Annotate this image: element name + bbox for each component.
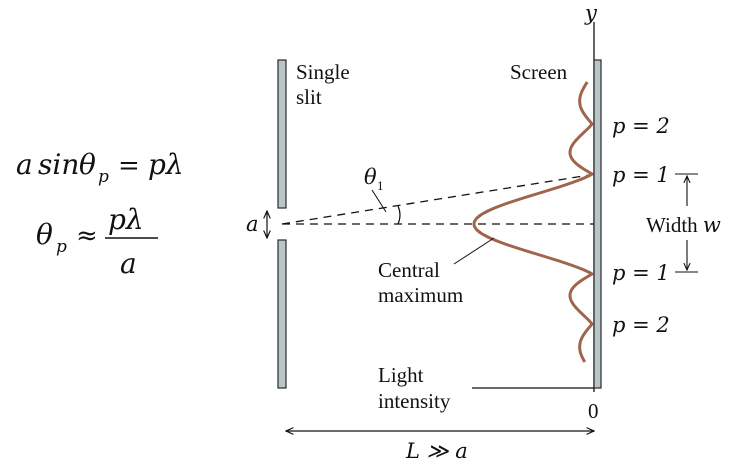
width-label: Width w [646, 213, 721, 237]
intensity-curve [472, 81, 594, 363]
eq1-equals: = [118, 151, 140, 181]
single-slit-label-line2: slit [296, 85, 322, 109]
eq1-sin: sin [38, 148, 79, 181]
width-indicator [675, 173, 698, 273]
eq1-a: a [16, 148, 33, 181]
central-max-label-line1: Central [378, 258, 440, 282]
light-intensity-label-line2: intensity [378, 389, 451, 413]
first-minimum-ray [281, 173, 597, 225]
eq1-sub-p: p [98, 167, 109, 187]
viewing-screen [593, 59, 602, 389]
single-slit-label-line1: Single [296, 60, 350, 84]
y-axis-label: y [584, 1, 598, 25]
equation-small-angle: θ p ≈ pλ a [36, 203, 158, 280]
slit-width-label: a [246, 212, 259, 236]
theta-label: θ [364, 165, 377, 189]
width-label-var: w [703, 213, 721, 237]
eq2-theta: θ [36, 218, 53, 251]
theta-leader-line [371, 189, 387, 213]
order-label-p1-bottom: p = 1 [612, 261, 670, 285]
eq2-sub-p: p [56, 237, 67, 257]
order-label-p2-bottom: p = 2 [612, 313, 670, 337]
eq2-denominator: a [120, 247, 137, 280]
central-max-leader [453, 237, 495, 265]
eq1-rhs: pλ [148, 148, 184, 181]
eq2-approx: ≈ [76, 221, 98, 251]
screen-label: Screen [510, 60, 568, 84]
slit-lower-plate [277, 239, 287, 389]
order-label-p2-top: p = 2 [612, 114, 670, 138]
distance-label: L ≫ a [405, 439, 468, 463]
theta-subscript: 1 [377, 178, 384, 193]
slit-upper-plate [277, 59, 287, 209]
width-label-prefix: Width [646, 213, 703, 237]
eq1-theta: θ [79, 148, 96, 181]
equation-single-slit-condition: a sin θ p = pλ [16, 148, 184, 187]
eq2-numerator: pλ [108, 203, 144, 236]
theta-angle-arc [397, 205, 401, 225]
order-label-p1-top: p = 1 [612, 163, 670, 187]
central-max-label-line2: maximum [378, 283, 463, 307]
light-intensity-label-line1: Light [378, 363, 424, 387]
single-slit-barrier [277, 59, 287, 389]
zero-label: 0 [588, 399, 599, 423]
